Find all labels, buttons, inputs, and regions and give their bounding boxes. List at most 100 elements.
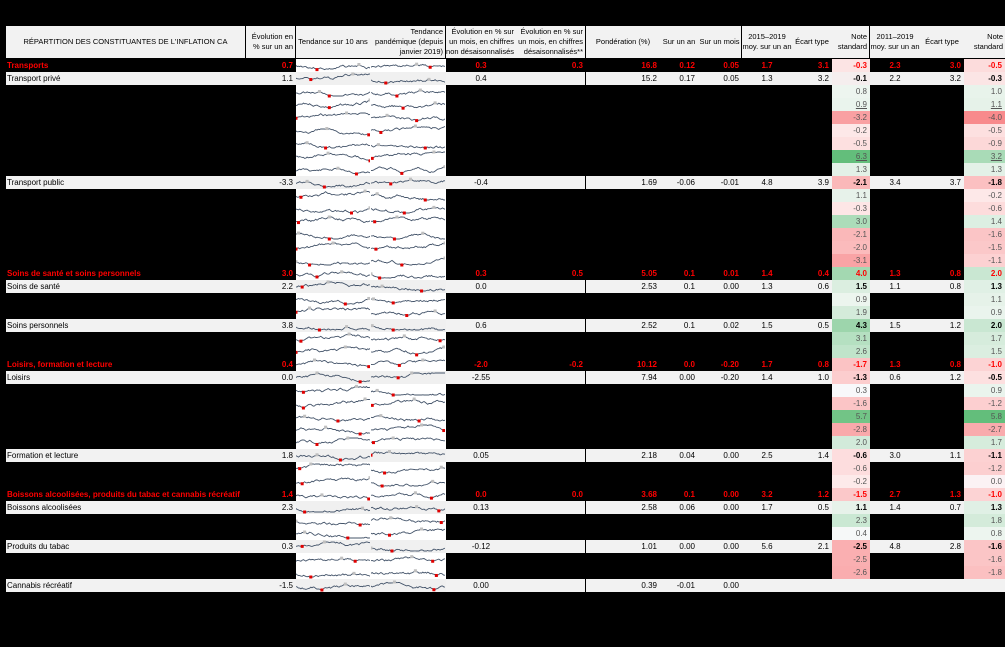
sub-row: -2.5 -1.6 [6,553,1005,566]
contrib-year-value: 0.17 [660,72,698,85]
contrib-year-value: 0.12 [679,61,695,70]
contrib-year-value: 0.0 [683,360,695,369]
z-score-2011-2019: -1.1 [964,449,1005,462]
sparkline-10y-icon [296,530,370,540]
z-score-2015-2019: 0.8 [832,85,870,98]
mom-nsa-value: 0.6 [475,321,487,330]
sparkline-pair [296,306,446,319]
avg-2015-2019: 1.7 [761,360,773,369]
sparkline-pair [296,254,446,267]
weight-value: 10.12 [636,360,657,369]
z-score-2011-2019: -1.2 [964,462,1005,475]
mom-sa-value: -0.2 [569,360,583,369]
sparkline-pandemic-icon [371,150,445,160]
sparkline-pair [296,124,446,137]
avg-2011-2019: 1.3 [889,360,901,369]
sd-2015-2019: 0.5 [792,501,832,514]
mom-sa-value [516,540,586,553]
mom-sa-value [516,501,586,514]
sparkline-pair [296,462,446,475]
yoy-value: -1.5 [246,579,296,592]
z-score-2011-2019: 1.3 [964,163,1005,176]
header-mom-nsa: Évolution en % sur un mois, en chiffres … [446,26,516,58]
sparkline-10y-icon [296,111,370,120]
sd-2011-2019: 3.2 [920,72,964,85]
yoy-value: 2.3 [246,501,296,514]
category-label: Transport privé [6,72,246,85]
yoy-value: 3.8 [246,319,296,332]
z-score-2011-2019: -1.2 [964,397,1005,410]
sparkline-10y-icon [296,189,370,199]
table-row: Soins personnels 3.8 0.6 2.52 0.1 0.02 1.5 0.5 1… [6,319,1005,332]
sparkline-pair [296,202,446,215]
mom-group [446,176,586,189]
z-score-2015-2019: -3.1 [832,254,870,267]
sd-2011-2019: 1.3 [949,490,961,499]
header-category: RÉPARTITION DES CONSTITUANTES DE L'INFLA… [6,26,246,58]
z-score-2011-2019: 2.0 [964,319,1005,332]
weight-value: 7.94 [586,371,660,384]
category-label: Soins personnels [6,319,246,332]
sparkline-10y-icon [296,127,370,137]
sparkline-pair [296,163,446,176]
header-z-2011-2019: Note standard [964,26,1005,58]
sparkline-pair [296,267,446,280]
mom-nsa-value: 0.00 [473,581,489,590]
category-label: Formation et lecture [6,449,246,462]
sparkline-pandemic-icon [371,309,445,318]
section-row: Loisirs, formation et lecture 0.4 -2.0 -0.2… [6,358,1005,371]
sparkline-pair [296,384,446,397]
avg-2015-2019: 1.3 [742,280,792,293]
table-row: Cannabis récréatif -1.5 0.00 0.39 -0.01 0.00 [6,579,1005,592]
sparkline-pair [296,241,446,254]
category-label: Soins de santé et soins personnels [7,269,141,278]
z-score-2015-2019: -0.2 [832,475,870,488]
contrib-year-value: 0.00 [660,540,698,553]
sub-row: -2.8 -2.7 [6,423,1005,436]
avg-2015-2019 [742,579,792,592]
sparkline-pair [296,98,446,111]
z-score-2011-2019: 1.3 [964,280,1005,293]
sparkline-pandemic-icon [371,516,445,525]
sparkline-pandemic-icon [371,397,445,407]
mom-group [446,501,586,514]
sparkline-pandemic-icon [371,62,445,69]
sparkline-pair [296,189,446,202]
sparkline-pandemic-icon [371,177,445,186]
z-score-2015-2019: -2.8 [832,423,870,436]
sd-2015-2019: 1.4 [792,449,832,462]
sparkline-pair [296,423,446,436]
z-score-2015-2019: -1.5 [832,488,870,501]
header-avg-2015-2019: 2015–2019 moy. sur un an [742,26,792,58]
mom-nsa-value: 0.13 [473,503,489,512]
sparkline-10y-icon [296,231,370,241]
z-score-2011-2019 [964,579,1005,592]
z-score-2011-2019: 0.9 [964,306,1005,319]
sparkline-pair [296,449,446,462]
sparkline-10y-icon [296,89,370,98]
sd-2011-2019: 1.2 [920,319,964,332]
z-score-2011-2019: -1.6 [964,228,1005,241]
sparkline-pandemic-icon [371,165,445,175]
sub-row: 5.7 5.8 [6,410,1005,423]
sparkline-10y-icon [296,462,370,471]
z-score-2011-2019: 5.8 [964,410,1005,423]
yoy-value: 0.7 [281,61,293,70]
z-score-2011-2019: -1.8 [964,566,1005,579]
mom-nsa-value: 0.05 [473,451,489,460]
z-score-2011-2019: -2.7 [964,423,1005,436]
mom-nsa-value: -0.12 [471,542,491,551]
category-label: Boissons alcoolisées, produits du tabac … [7,490,240,499]
sparkline-pair [296,345,446,358]
sparkline-pandemic-icon [371,555,445,563]
avg-2015-2019: 5.6 [742,540,792,553]
sub-row: 3.0 1.4 [6,215,1005,228]
yoy-value: 1.8 [246,449,296,462]
yoy-value: 2.2 [246,280,296,293]
sd-2011-2019: 0.8 [949,269,961,278]
weight-value: 16.8 [641,61,657,70]
mom-sa-value [516,579,586,592]
avg-2011-2019: 1.3 [889,269,901,278]
sd-2011-2019: 2.8 [920,540,964,553]
sub-row: 0.9 1.1 [6,293,1005,306]
